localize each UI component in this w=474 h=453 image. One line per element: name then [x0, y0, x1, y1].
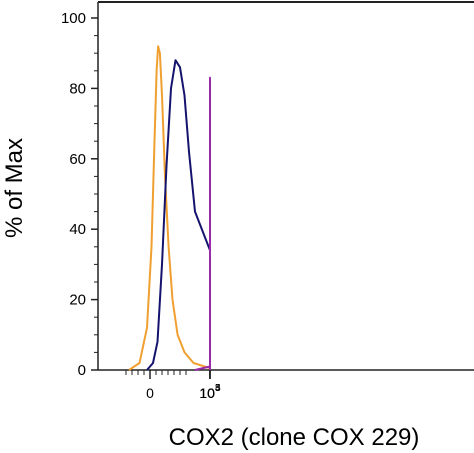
y-tick-label: 40: [69, 221, 86, 238]
x-tick-label: 0: [146, 385, 154, 401]
x-tick-label: 103: [199, 383, 221, 401]
histogram-series-line-3: [194, 76, 211, 371]
histogram-series: [128, 45, 211, 371]
y-tick-label: 0: [78, 362, 86, 379]
y-tick-label: 20: [69, 292, 86, 309]
x-tick-label: 104: [199, 383, 221, 401]
x-tick-label: 105: [199, 383, 221, 401]
y-tick-label: 60: [69, 151, 86, 168]
y-axis-label: % of Max: [1, 138, 28, 238]
y-tick-label: 80: [69, 80, 86, 97]
histogram-series-line-1: [128, 45, 211, 371]
x-axis-label: COX2 (clone COX 229): [169, 424, 420, 451]
plot-frame: [97, 1, 474, 371]
y-axis-ticks: 0 20 40 60 80 100: [61, 10, 98, 379]
y-tick-label: 100: [61, 10, 86, 27]
